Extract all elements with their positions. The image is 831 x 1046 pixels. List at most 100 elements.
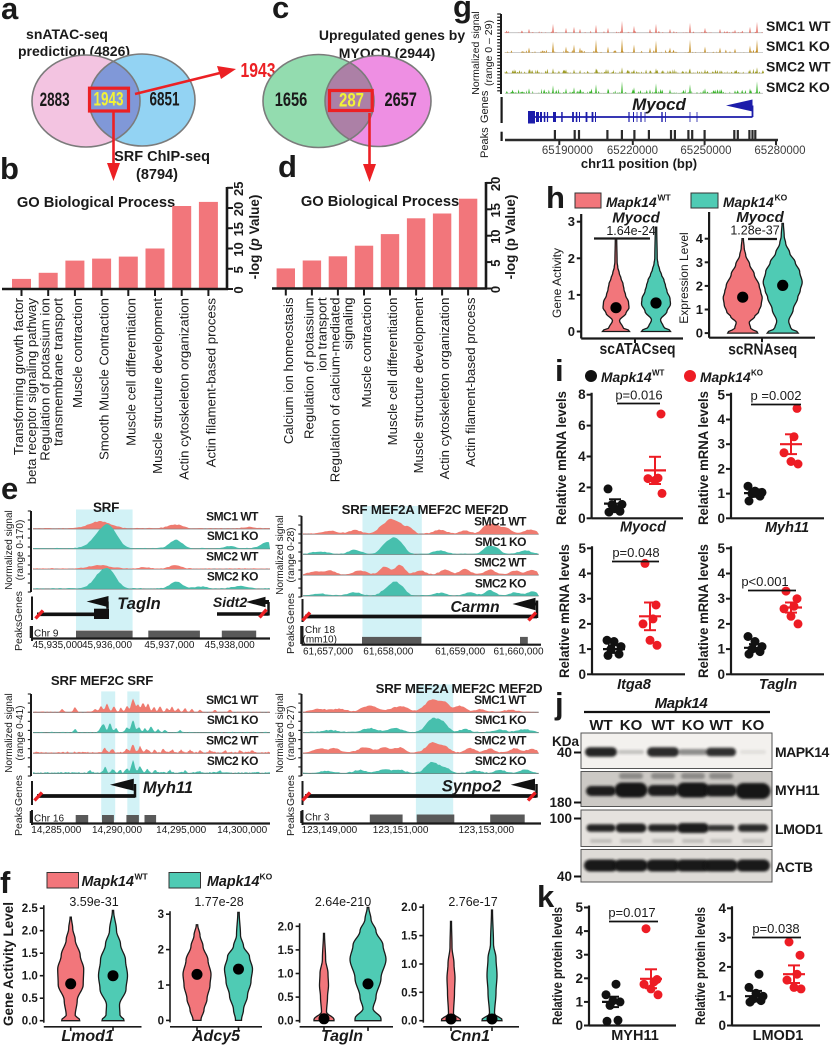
svg-text:Relative mRNA levels: Relative mRNA levels xyxy=(554,391,569,525)
svg-text:Upregulated genes by: Upregulated genes by xyxy=(319,27,465,43)
svg-text:k: k xyxy=(537,879,555,914)
svg-text:0: 0 xyxy=(231,286,246,293)
svg-text:0: 0 xyxy=(158,1015,164,1027)
svg-text:45,938,000: 45,938,000 xyxy=(205,640,255,651)
svg-text:SMC1 WT: SMC1 WT xyxy=(766,18,831,34)
svg-text:3: 3 xyxy=(578,591,586,606)
svg-text:Adcy5: Adcy5 xyxy=(191,1028,241,1045)
svg-text:0: 0 xyxy=(488,286,503,293)
svg-text:2: 2 xyxy=(568,251,575,266)
svg-text:Normalized signal: Normalized signal xyxy=(275,515,286,594)
svg-text:45,937,000: 45,937,000 xyxy=(144,640,194,651)
svg-text:2883: 2883 xyxy=(40,90,70,111)
svg-text:1.0: 1.0 xyxy=(278,969,294,981)
svg-text:b: b xyxy=(0,151,19,186)
svg-text:Muscle contraction: Muscle contraction xyxy=(359,298,374,408)
svg-text:20: 20 xyxy=(231,202,246,216)
svg-text:a: a xyxy=(1,0,19,26)
svg-text:prediction (4826): prediction (4826) xyxy=(18,43,130,59)
svg-text:KO: KO xyxy=(742,717,765,734)
svg-text:5: 5 xyxy=(575,900,583,915)
svg-text:SMC2 WT: SMC2 WT xyxy=(206,734,259,748)
svg-text:Actin cytoskeleton organizatio: Actin cytoskeleton organization xyxy=(437,297,452,479)
svg-text:1.28e-37: 1.28e-37 xyxy=(730,224,779,238)
svg-text:1: 1 xyxy=(718,989,726,1004)
svg-text:1.5: 1.5 xyxy=(22,948,39,960)
svg-text:0: 0 xyxy=(696,326,703,341)
svg-text:1943: 1943 xyxy=(94,90,124,111)
svg-text:Regulation of potassium ion: Regulation of potassium ion xyxy=(38,298,53,461)
svg-text:SRF MEF2A MEF2C MEF2D: SRF MEF2A MEF2C MEF2D xyxy=(376,681,543,696)
svg-text:MYH11: MYH11 xyxy=(775,782,820,798)
svg-text:d: d xyxy=(278,149,297,184)
svg-text:KDa: KDa xyxy=(552,734,579,749)
svg-text:Relative protein levels: Relative protein levels xyxy=(550,907,565,1025)
svg-text:3: 3 xyxy=(575,947,583,962)
svg-text:Muscle cell differentiation: Muscle cell differentiation xyxy=(123,298,138,446)
svg-text:Muscle contraction: Muscle contraction xyxy=(70,298,85,408)
svg-text:40: 40 xyxy=(557,745,572,760)
svg-text:1.5: 1.5 xyxy=(278,945,295,957)
svg-text:SMC2 KO: SMC2 KO xyxy=(766,79,830,95)
svg-text:61,659,000: 61,659,000 xyxy=(435,647,485,658)
svg-text:p<0.001: p<0.001 xyxy=(741,574,788,589)
svg-text:WT: WT xyxy=(651,717,674,734)
svg-text:2: 2 xyxy=(717,461,725,476)
svg-text:(8794): (8794) xyxy=(136,167,178,183)
svg-text:5: 5 xyxy=(717,541,725,556)
svg-text:0: 0 xyxy=(717,511,725,526)
svg-text:5: 5 xyxy=(231,266,246,273)
svg-text:ion transport: ion transport xyxy=(314,297,329,371)
svg-text:(mm10): (mm10) xyxy=(303,635,337,646)
svg-text:Mapk14: Mapk14 xyxy=(601,370,652,385)
svg-text:Tagln: Tagln xyxy=(321,1028,363,1045)
svg-text:p =0.002: p =0.002 xyxy=(751,388,802,403)
svg-text:Myocd: Myocd xyxy=(736,209,784,226)
svg-text:45,935,000: 45,935,000 xyxy=(33,640,83,651)
svg-text:p=0.038: p=0.038 xyxy=(752,921,799,936)
svg-text:WT: WT xyxy=(709,717,732,734)
svg-text:0.5: 0.5 xyxy=(22,993,39,1005)
svg-text:0.0: 0.0 xyxy=(22,1016,38,1028)
svg-text:2.5: 2.5 xyxy=(22,903,39,915)
svg-text:Genes: Genes xyxy=(13,591,25,622)
svg-text:MAPK14: MAPK14 xyxy=(775,744,830,760)
svg-text:65220000: 65220000 xyxy=(607,145,658,157)
svg-text:1: 1 xyxy=(575,994,583,1009)
svg-text:SMC2 KO: SMC2 KO xyxy=(207,754,258,768)
svg-text:Sidt2: Sidt2 xyxy=(213,594,247,610)
svg-text:1: 1 xyxy=(578,642,586,657)
svg-text:(range 0-28): (range 0-28) xyxy=(286,527,297,582)
svg-text:2.64e-210: 2.64e-210 xyxy=(315,895,371,909)
svg-text:Chr 3: Chr 3 xyxy=(305,813,330,824)
svg-text:SMC1 WT: SMC1 WT xyxy=(474,693,527,707)
svg-text:5: 5 xyxy=(578,541,586,556)
svg-text:transmembrane transport: transmembrane transport xyxy=(51,298,66,446)
svg-text:Regulation of calcium-mediated: Regulation of calcium-mediated xyxy=(327,298,342,483)
svg-text:1.5: 1.5 xyxy=(401,931,418,943)
svg-text:Mapk14: Mapk14 xyxy=(82,874,134,890)
svg-text:61,660,000: 61,660,000 xyxy=(493,647,543,658)
svg-text:0: 0 xyxy=(575,1018,583,1033)
svg-text:Lmod1: Lmod1 xyxy=(61,1028,114,1045)
svg-text:61,657,000: 61,657,000 xyxy=(303,647,353,658)
svg-text:j: j xyxy=(554,686,564,721)
svg-text:Myocd: Myocd xyxy=(632,95,686,114)
svg-text:2: 2 xyxy=(717,616,725,631)
svg-text:2: 2 xyxy=(696,278,703,293)
svg-text:4: 4 xyxy=(575,924,583,939)
svg-text:0: 0 xyxy=(718,1018,726,1033)
svg-text:10: 10 xyxy=(231,242,246,256)
svg-text:Mapk14: Mapk14 xyxy=(723,195,774,210)
svg-text:f: f xyxy=(0,865,11,900)
svg-text:Itga8: Itga8 xyxy=(617,677,652,693)
svg-text:14,300,000: 14,300,000 xyxy=(217,825,267,836)
svg-text:287: 287 xyxy=(339,91,364,112)
svg-text:0.5: 0.5 xyxy=(401,987,418,999)
svg-text:Genes: Genes xyxy=(479,90,491,123)
svg-text:1: 1 xyxy=(717,642,725,657)
svg-text:Chr 18: Chr 18 xyxy=(305,625,335,636)
svg-text:Expression Level: Expression Level xyxy=(677,232,691,323)
svg-text:Myocd: Myocd xyxy=(612,210,660,227)
svg-text:GO Biological Process: GO Biological Process xyxy=(301,194,459,210)
